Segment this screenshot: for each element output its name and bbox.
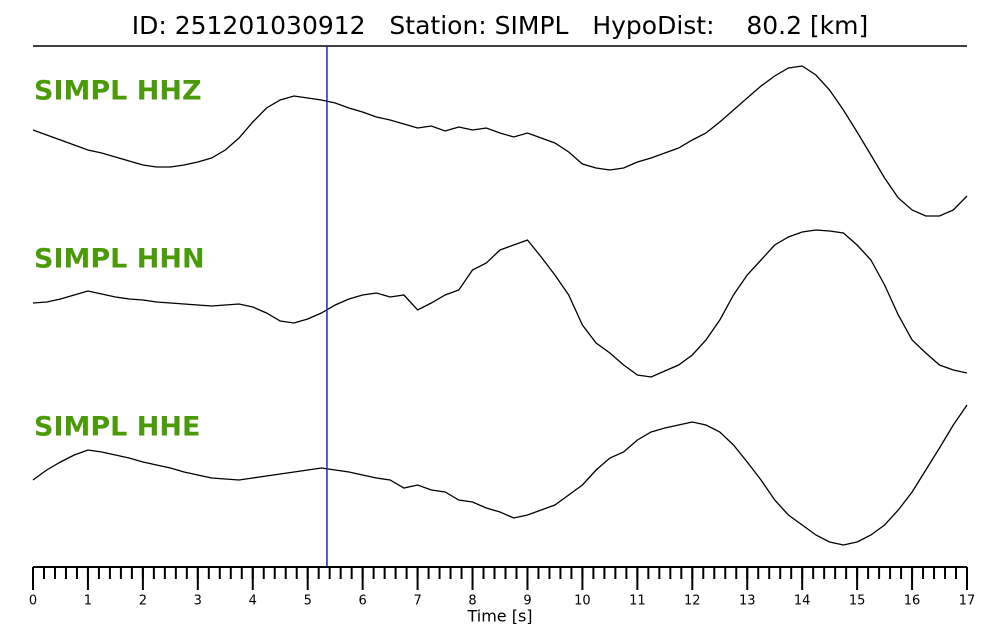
x-tick-label: 3 <box>194 594 202 609</box>
x-tick-label: 7 <box>413 594 421 609</box>
x-tick-label: 9 <box>523 594 531 609</box>
trace <box>32 229 968 378</box>
trace-label: SIMPL HHZ <box>34 76 202 107</box>
x-axis-label: Time [s] <box>466 607 532 626</box>
x-tick-label: 6 <box>359 594 367 609</box>
x-tick-label: 12 <box>684 594 701 609</box>
x-tick-label: 14 <box>794 594 811 609</box>
trace <box>32 65 968 217</box>
x-tick-label: 2 <box>139 594 147 609</box>
trace <box>32 404 968 546</box>
chart-title: ID: 251201030912 Station: SIMPL HypoDist… <box>132 11 869 40</box>
x-tick-label: 17 <box>959 594 976 609</box>
x-tick-label: 0 <box>29 594 37 609</box>
x-tick-label: 8 <box>468 594 476 609</box>
trace-label: SIMPL HHE <box>34 412 200 443</box>
x-tick-label: 10 <box>574 594 591 609</box>
x-tick-label: 11 <box>629 594 646 609</box>
x-tick-label: 5 <box>304 594 312 609</box>
x-tick-label: 1 <box>84 594 92 609</box>
x-tick-label: 4 <box>249 594 257 609</box>
x-tick-label: 13 <box>739 594 756 609</box>
x-tick-label: 16 <box>904 594 921 609</box>
trace-label: SIMPL HHN <box>34 244 205 275</box>
x-tick-label: 15 <box>849 594 866 609</box>
